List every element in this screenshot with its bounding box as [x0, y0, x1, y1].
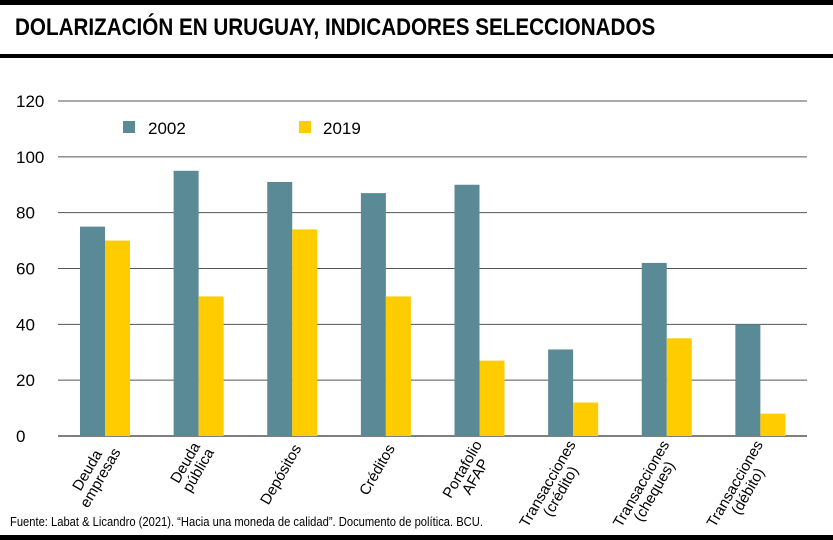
x-tick-label: Transacciones(débito) [704, 438, 780, 538]
x-category-label: Créditos [356, 442, 399, 499]
x-category-label: Deudapública [166, 437, 218, 495]
bar-2002-4 [454, 184, 480, 436]
y-tick-label: 80 [16, 204, 35, 223]
bar-2002-6 [641, 262, 667, 436]
x-category-label: Transacciones(cheques) [610, 438, 686, 538]
x-tick-label: Deudaempresas [64, 438, 125, 511]
x-category-label: Depósitos [257, 442, 305, 508]
bottom-rule [0, 535, 833, 540]
x-tick-label: PortafolioAFAP [440, 438, 499, 509]
x-category-label: Transacciones(débito) [704, 438, 780, 538]
bar-2002-2 [267, 181, 293, 436]
x-tick-label: Transacciones(crédito) [516, 438, 592, 538]
legend-swatch-2019 [299, 121, 311, 133]
bar-2019-6 [666, 338, 692, 436]
bar-2002-3 [360, 193, 386, 436]
x-tick-label-line: Depósitos [257, 442, 305, 508]
x-category-label: Transacciones(crédito) [516, 438, 592, 538]
title-underline [0, 54, 833, 58]
legend-label-2019: 2019 [323, 119, 361, 138]
bar-2002-0 [80, 226, 105, 436]
x-category-label: PortafolioAFAP [440, 438, 499, 509]
x-tick-label: Depósitos [257, 442, 305, 508]
source-note: Fuente: Labat & Licandro (2021). “Hacia … [10, 514, 483, 529]
y-tick-label: 100 [16, 148, 44, 167]
bar-2002-1 [173, 170, 199, 436]
bar-2019-7 [760, 413, 786, 436]
y-tick-label: 60 [16, 260, 35, 279]
bar-2019-2 [292, 229, 318, 436]
x-category-label: Deudaempresas [64, 438, 125, 511]
bar-2019-5 [573, 402, 599, 436]
chart-title: DOLARIZACIÓN EN URUGUAY, INDICADORES SEL… [15, 14, 656, 41]
y-tick-label: 40 [16, 315, 35, 334]
x-tick-label: Créditos [356, 442, 399, 499]
y-tick-label: 0 [16, 427, 25, 446]
x-tick-label: Transacciones(cheques) [610, 438, 686, 538]
top-rule [0, 0, 833, 5]
bar-2019-4 [479, 360, 505, 436]
x-tick-label: Deudapública [166, 437, 218, 495]
bar-2002-7 [735, 324, 761, 436]
x-tick-label-line: Créditos [356, 442, 399, 499]
bar-2019-3 [385, 296, 411, 436]
bar-2019-0 [105, 240, 130, 436]
legend-swatch-2002 [123, 121, 135, 133]
y-tick-label: 20 [16, 371, 35, 390]
y-tick-label: 120 [16, 92, 44, 111]
legend-label-2002: 2002 [148, 119, 186, 138]
bar-2019-1 [198, 296, 224, 436]
bar-2002-5 [548, 349, 574, 436]
